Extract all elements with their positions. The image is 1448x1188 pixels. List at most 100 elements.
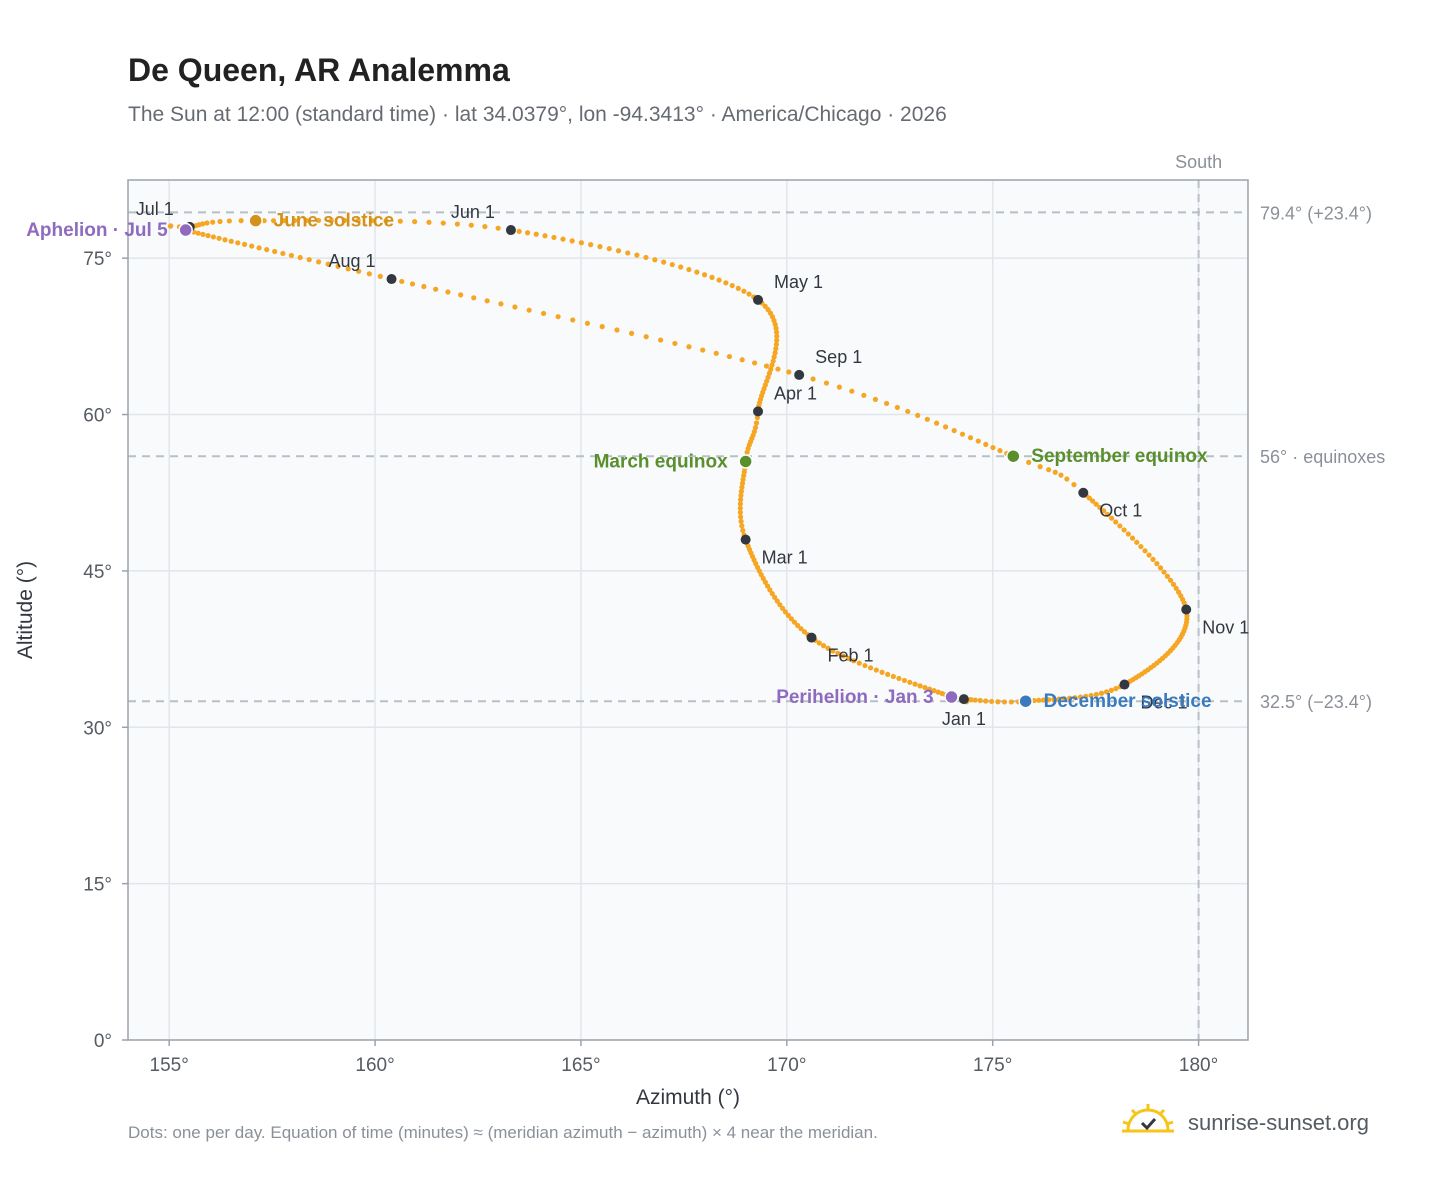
daily-sun-dot [335,263,341,270]
daily-sun-dot [1037,464,1043,470]
daily-sun-dot [661,259,667,265]
daily-sun-dot [737,497,744,503]
daily-sun-dot [737,501,743,507]
chart-title: De Queen, AR Analemma [128,52,510,88]
daily-sun-dot [458,292,464,298]
daily-sun-dot [1056,696,1062,702]
daily-sun-dot [238,218,244,224]
daily-sun-dot [1170,581,1177,587]
brand-name: sunrise-sunset.org [1188,1110,1369,1135]
brand-logo[interactable]: sunrise-sunset.org [1120,1100,1369,1146]
daily-sun-dot [867,665,874,671]
event-marker-dot [178,222,193,238]
daily-sun-dot [739,523,745,529]
daily-sun-dot [738,518,744,524]
x-tick-label: 175° [973,1055,1012,1076]
daily-sun-dot [753,420,760,426]
daily-sun-dot [751,429,757,435]
daily-sun-dot [773,325,779,331]
daily-sun-dot [774,337,780,343]
daily-sun-dot [325,261,331,267]
daily-sun-dot [739,480,746,486]
daily-sun-dot [272,248,278,255]
reference-line-label: 32.5° (−23.4°) [1260,692,1372,712]
daily-sun-dot [584,320,591,326]
daily-sun-dot [883,400,890,407]
month-marker-dot [505,225,516,236]
daily-sun-dot [801,629,807,635]
month-marker-dot [1181,604,1192,615]
daily-sun-dot [328,217,334,223]
daily-sun-dot [440,220,446,226]
daily-sun-dot [968,697,974,703]
footnote: Dots: one per day. Equation of time (min… [128,1123,878,1142]
daily-sun-dot [1108,515,1115,521]
daily-sun-dot [741,288,747,294]
daily-sun-dot [995,699,1001,705]
daily-sun-dot [726,353,733,360]
daily-sun-dot [890,673,896,680]
daily-sun-dot [773,341,779,348]
daily-sun-dot [879,669,885,675]
daily-sun-dot [1103,689,1110,695]
daily-sun-dot [977,697,983,704]
daily-sun-dot [967,435,974,441]
daily-sun-dot [315,217,322,224]
month-marker-label: Mar 1 [762,548,808,568]
daily-sun-dot [907,679,913,685]
sunrise-logo-icon [1122,1104,1174,1133]
month-marker-label: Oct 1 [1099,501,1142,521]
daily-sun-dot [578,240,584,246]
y-tick-label: 45° [83,562,112,583]
daily-sun-dot [765,307,771,313]
daily-sun-dot [1134,539,1140,545]
daily-sun-dot [1051,696,1057,703]
daily-sun-dot [905,408,911,415]
daily-sun-dot [540,310,547,317]
daily-sun-dot [959,431,966,437]
month-marker-dot [1078,487,1089,498]
daily-sun-dot [614,327,620,333]
daily-sun-dot [764,378,770,384]
daily-sun-dot [772,350,778,356]
y-tick-label: 0° [94,1031,112,1052]
daily-sun-dot [785,612,791,618]
reference-lines: South 79.4° (+23.4°) 56° · equinoxes 32.5° … [128,152,1385,1040]
y-tick-label: 15° [83,875,112,896]
daily-sun-dot [836,384,842,390]
daily-sun-dot [634,252,640,258]
daily-sun-dot [533,231,539,237]
daily-sun-dot [988,698,995,705]
event-marker-label: September equinox [1031,446,1208,467]
daily-sun-dot [226,218,232,224]
event-marker-dot [1006,448,1021,464]
daily-sun-dot [795,622,801,629]
month-marker-dot [386,274,397,285]
axis-ticks: 155° 160° 165° 170° 175° 180° 0° 15° 30° 45° 60° 75… [83,249,1218,1076]
daily-sun-dot [737,505,743,511]
daily-sun-dot [752,424,759,431]
daily-sun-dot [315,259,322,265]
month-marker-dot [1119,679,1130,690]
daily-sun-dot [774,333,780,339]
daily-sun-dot [643,334,649,340]
daily-sun-dot [606,246,612,252]
event-marker-label: Perihelion · Jan 3 [776,687,933,708]
daily-sun-dot [773,345,779,352]
daily-sun-dot [738,488,744,494]
daily-sun-dot [768,366,774,372]
daily-sun-dot [740,527,746,534]
daily-sun-dot [934,420,940,426]
event-marker-label: December solstice [1044,691,1212,712]
daily-sun-dot [270,218,277,224]
event-marker-label: Aphelion · Jul 5 [26,220,168,241]
event-markers: June solstice March equinox September equi… [26,211,1211,713]
daily-sun-dot [738,492,744,499]
daily-sun-dot [686,266,692,273]
daily-sun-dot [1064,476,1070,482]
daily-sun-dot [356,268,362,274]
daily-sun-dot [849,388,855,394]
daily-sun-dot [779,605,786,611]
daily-sun-dot [1161,569,1167,575]
